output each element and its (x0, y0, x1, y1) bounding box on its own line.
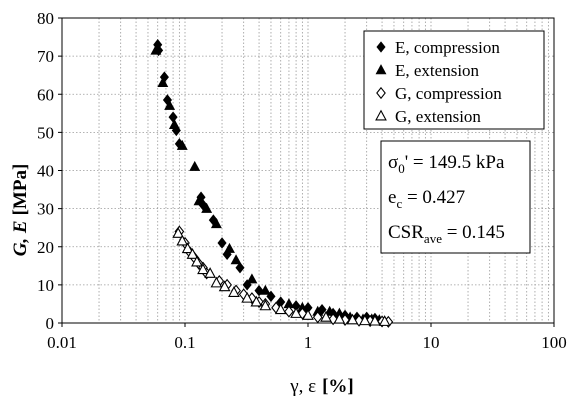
data-point (157, 76, 169, 88)
data-point (290, 307, 302, 318)
data-point (224, 242, 235, 253)
y-tick-label: 50 (37, 123, 54, 142)
data-point (201, 202, 213, 213)
data-point (193, 195, 205, 206)
legend-entry: G, compression (395, 84, 502, 103)
x-tick-label: 10 (423, 333, 440, 352)
data-point (259, 284, 271, 295)
data-point (218, 280, 231, 292)
y-tick-label: 60 (37, 85, 54, 104)
x-tick-label: 0.01 (47, 333, 77, 352)
series-3 (172, 227, 391, 326)
data-point (274, 303, 287, 315)
annotation-line-stress: σ0' = 149.5 kPa (388, 152, 505, 176)
y-tick-label: 0 (46, 314, 55, 333)
legend-entry: E, compression (395, 38, 500, 57)
data-point (284, 305, 294, 318)
y-axis-label-unit: [MPa] (10, 164, 31, 216)
data-point (333, 312, 346, 324)
data-point (246, 273, 258, 284)
legend-marker (376, 41, 386, 53)
data-point (320, 310, 332, 322)
data-point (250, 295, 263, 307)
data-point (197, 263, 209, 275)
data-point (235, 262, 245, 274)
data-point (210, 218, 222, 229)
data-point (354, 314, 364, 327)
annotation-box: σ0' = 149.5 kPa ec = 0.427 CSRave = 0.14… (380, 140, 531, 254)
annotation-line-void-ratio: ec = 0.427 (388, 187, 465, 211)
data-point (259, 299, 272, 311)
data-point (230, 254, 242, 265)
legend-marker (375, 109, 387, 121)
y-tick-label: 10 (37, 276, 54, 295)
data-point (176, 139, 188, 150)
series-1 (150, 44, 385, 325)
legend-marker (375, 64, 387, 75)
x-tick-label: 0.1 (174, 333, 195, 352)
data-point (378, 315, 391, 326)
y-axis-label: G, E [MPa] (10, 164, 31, 257)
y-axis-label-vars: G, E (10, 220, 31, 256)
data-point (228, 286, 240, 297)
y-tick-label: 30 (37, 200, 54, 219)
x-tick-label: 100 (541, 333, 567, 352)
data-points (150, 39, 394, 328)
data-point (189, 160, 201, 171)
data-point (204, 267, 216, 278)
data-point (302, 309, 314, 320)
data-point (186, 248, 199, 259)
grid-lines (62, 18, 554, 323)
x-axis-label-greek: γ, ε (289, 376, 316, 397)
annotation-frame (380, 140, 531, 254)
data-point (176, 234, 189, 246)
data-point (164, 99, 176, 110)
legend-marker (376, 86, 386, 100)
x-axis-label-unit: [%] (322, 376, 354, 397)
legend-entry: G, extension (395, 107, 481, 126)
y-tick-label: 40 (37, 162, 54, 181)
y-tick-label: 20 (37, 238, 54, 257)
data-point (168, 118, 180, 129)
data-point (346, 313, 359, 325)
data-point (172, 227, 185, 238)
data-point (241, 291, 253, 303)
data-point (150, 44, 162, 55)
data-point (369, 314, 381, 326)
data-point (191, 255, 203, 267)
legend-entry: E, extension (395, 61, 480, 80)
annotation-line-csr: CSRave = 0.145 (388, 222, 505, 246)
x-tick-label: 1 (304, 333, 313, 352)
legend: E, compression E, extension G, compression… (363, 30, 545, 130)
data-point (217, 237, 227, 249)
y-tick-label: 80 (37, 9, 54, 28)
data-point (297, 307, 308, 320)
data-point (312, 311, 323, 324)
data-point (359, 314, 371, 326)
y-tick-label: 70 (37, 47, 54, 66)
data-point (181, 242, 194, 254)
axis-ticks: 0 10 20 30 40 50 60 70 80 0.01 0.1 1 10 100 (37, 9, 567, 352)
data-point (168, 111, 178, 123)
data-point (210, 276, 223, 288)
data-point (328, 313, 338, 326)
x-axis-label: γ, ε [%] (289, 376, 354, 397)
legend-box (363, 30, 545, 130)
